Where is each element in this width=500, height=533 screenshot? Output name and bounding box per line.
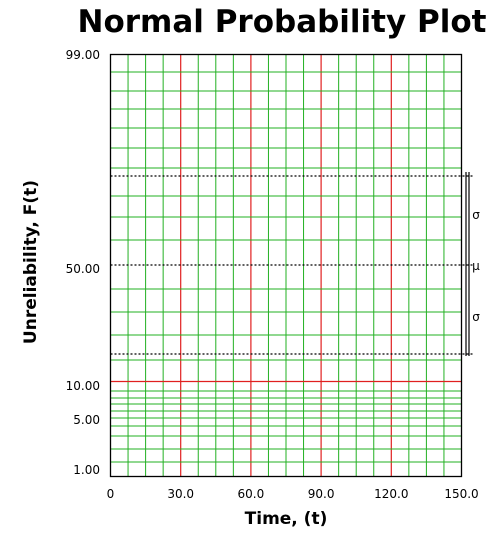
- y-tick-label: 50.00: [66, 262, 100, 276]
- x-tick-label: 150.0: [444, 487, 478, 501]
- y-axis-title: Unreliability, F(t): [21, 180, 41, 344]
- y-tick-labels: 99.00 50.00 10.00 5.00 1.00: [66, 48, 100, 477]
- x-axis-title: Time, (t): [245, 509, 328, 529]
- x-tick-label: 30.0: [167, 487, 194, 501]
- y-tick-label: 99.00: [66, 48, 100, 62]
- y-tick-label: 10.00: [66, 379, 100, 393]
- x-tick-label: 120.0: [374, 487, 408, 501]
- y-tick-label: 1.00: [73, 463, 100, 477]
- x-tick-label: 60.0: [238, 487, 265, 501]
- x-tick-labels: 0 30.0 60.0 90.0 120.0 150.0: [107, 487, 479, 501]
- x-tick-label: 0: [107, 487, 115, 501]
- reference-lines: [110, 175, 474, 355]
- mu-label: μ: [472, 259, 480, 273]
- sigma-bracket: σ μ σ: [465, 172, 480, 356]
- y-tick-label: 5.00: [73, 413, 100, 427]
- x-tick-label: 90.0: [308, 487, 335, 501]
- chart-title: Normal Probability Plot: [78, 4, 487, 40]
- sigma-upper-label: σ: [472, 208, 480, 222]
- sigma-lower-label: σ: [472, 310, 480, 324]
